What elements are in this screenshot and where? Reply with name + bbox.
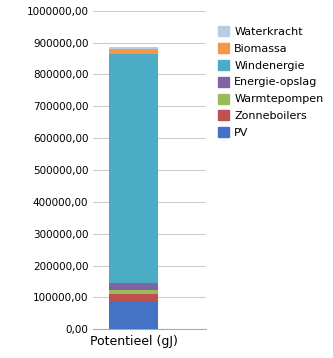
Legend: Waterkracht, Biomassa, Windenergie, Energie-opslag, Warmtepompen, Zonneboilers, : Waterkracht, Biomassa, Windenergie, Ener… xyxy=(214,23,327,141)
Bar xyxy=(110,301,158,329)
Bar xyxy=(110,47,158,49)
Bar xyxy=(110,290,158,294)
Bar xyxy=(110,54,158,283)
Bar xyxy=(110,49,158,54)
Bar xyxy=(110,294,158,301)
Bar xyxy=(110,283,158,290)
